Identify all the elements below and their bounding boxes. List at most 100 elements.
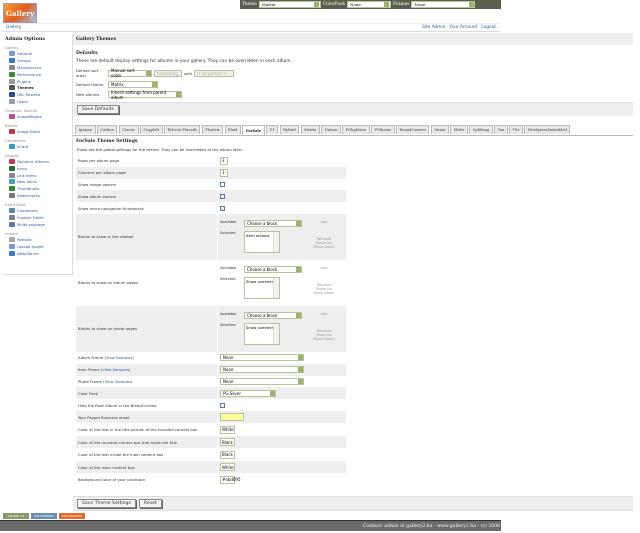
tab-tan[interactable]: Tan [494,125,508,134]
sidebar-item-dynamic-albums[interactable]: Dynamic Albums [5,158,69,165]
sidebar-item-icons[interactable]: Icons [5,165,69,172]
colorpack-select[interactable]: None [346,1,391,8]
color-pack-select[interactable]: PG Silver [220,389,276,397]
checkbox-checked[interactable]: ✓ [220,205,225,211]
sidebar-item-themes[interactable]: Themes [5,84,69,91]
tab-wordpressembedded[interactable]: WordpressEmbedded [524,125,571,134]
remove-block-link[interactable]: Remove [316,237,332,242]
selected-blocks-list[interactable]: Show comments [244,277,280,300]
gallery-badge[interactable]: GALLERY 2.2 [3,513,29,519]
frame-select[interactable]: None [220,354,304,362]
move-up-link[interactable]: Move Up [316,333,332,338]
tab-eclecticthreads[interactable]: EclecticThreads [164,125,201,134]
tab-pglightbox[interactable]: PGlightbox [342,125,370,134]
tab-g1[interactable]: G1 [265,125,279,134]
selected-blocks-list[interactable]: Show comments [244,323,280,346]
tab-pgtheme[interactable]: PGtheme [370,125,395,134]
php-badge[interactable]: PHP POWERED [31,513,57,519]
new-albums-select[interactable]: Inherit settings from parent album [108,90,182,100]
add-block-link[interactable]: Add [320,220,328,225]
view-samples-link[interactable]: View Samples [104,378,132,384]
sidebar-item-web-server[interactable]: Web/Server [5,250,69,257]
setting-text-input[interactable]: 3 [220,156,228,165]
sidebar-item-image-block[interactable]: Image Block [5,128,69,135]
choose-block-select[interactable]: Choose a block [244,220,302,228]
tab-carbon[interactable]: Carbon [96,125,118,134]
tab-forsale[interactable]: ForSale [242,125,265,135]
move-up-link[interactable]: Move Up [316,287,332,292]
tab-matrix[interactable]: Matrix [300,125,320,134]
reset-button[interactable]: Reset [138,499,162,508]
choose-block-select[interactable]: Choose a block [244,312,302,320]
tab-splitlang[interactable]: Splitlang [469,125,493,134]
checkbox-unchecked[interactable] [220,181,225,187]
tab-roundcorners[interactable]: RoundCorners [396,125,430,134]
rss-badge[interactable]: RSS VALIDATED [59,513,85,519]
frames-select[interactable]: None [411,1,476,8]
sidebar-item-url-rewrite[interactable]: URL Rewrite [5,91,69,98]
sidebar-item-users[interactable]: Users [5,98,69,105]
checkbox-checked[interactable]: ✓ [220,193,225,199]
default-theme-select[interactable]: Matrix [108,81,158,88]
sidebar-item-upload-applet[interactable]: Upload Applet [5,243,69,250]
sidebar-item-groups[interactable]: Groups [5,57,69,64]
sidebar-item-remote[interactable]: Remote [5,236,69,243]
sidebar-item-plugins[interactable]: Plugins [5,78,69,85]
sidebar-item-link-items[interactable]: Link Items [5,172,69,179]
tab-siriux[interactable]: Siriux [430,125,449,134]
selected-block-item[interactable]: Item actions [246,233,270,239]
tab-ajaxian[interactable]: Ajaxian [75,125,96,134]
sort-direction-select[interactable]: Ascending [154,69,182,77]
tab-fluid[interactable]: Fluid [224,125,241,134]
logout-link[interactable]: Logout [481,25,496,30]
sidebar-item-maintenance[interactable]: Maintenance [5,64,69,71]
selected-block-item[interactable]: Show comments [246,279,278,285]
move-down-link[interactable]: Move Down [313,245,335,250]
tab-tile[interactable]: Tile [509,125,523,134]
tab-slider[interactable]: Slider [450,125,468,134]
remove-block-link[interactable]: Remove [316,329,332,334]
sidebar-item-multilanguage[interactable]: MultiLanguage [5,221,69,228]
frame-select[interactable]: None [220,377,304,385]
site-admin-link[interactable]: Site Admin [422,25,446,30]
sidebar-item-ecard[interactable]: eCard [5,143,69,150]
move-down-link[interactable]: Move Down [313,291,335,296]
checkbox-unchecked[interactable] [220,402,225,408]
tab-nature[interactable]: Nature [321,125,342,134]
save-defaults-button[interactable]: Save Defaults [77,105,119,114]
tab-floatrix[interactable]: Floatrix [201,125,224,134]
add-block-link[interactable]: Add [320,266,328,271]
move-up-link[interactable]: Move Up [316,241,332,246]
setting-text-input[interactable]: White [220,463,235,472]
breadcrumb-gallery[interactable]: Gallery [6,25,22,30]
save-theme-settings-button[interactable]: Save Theme Settings [77,499,136,508]
selected-blocks-list[interactable]: Item actions [244,231,280,254]
sidebar-item-performance[interactable]: Performance [5,71,69,78]
sidebar-item-imagemagick[interactable]: ImageMagick [5,113,69,120]
theme-select[interactable]: Matrix [258,1,321,8]
paypal-email-input[interactable] [220,413,244,422]
choose-block-select[interactable]: Choose a block [244,266,302,274]
add-block-link[interactable]: Add [320,312,328,317]
setting-text-input[interactable]: Black [220,438,235,447]
selected-block-item[interactable]: Show comments [246,325,278,331]
setting-text-input[interactable]: White [220,425,235,434]
sidebar-item-custom-fields[interactable]: Custom Fields [5,214,69,221]
view-samples-link[interactable]: View Samples [105,355,133,361]
setting-text-input[interactable]: #ebd095 [220,475,241,484]
sidebar-item-thumbnails[interactable]: Thumbnails [5,185,69,192]
view-samples-link[interactable]: View Samples [102,367,129,373]
frame-select[interactable]: None [220,366,304,374]
tab-hybrid[interactable]: Hybrid [279,125,300,134]
gallery-logo[interactable]: Gallery [3,3,37,23]
sidebar-item-watermarks[interactable]: Watermarks [5,192,69,199]
sidebar-item-general[interactable]: General [5,50,69,57]
move-down-link[interactable]: Move Down [313,337,335,342]
tab-classic[interactable]: Classic [118,125,139,134]
sidebar-item-comments[interactable]: Comments [5,207,69,214]
setting-text-input[interactable]: Black [220,450,235,459]
your-account-link[interactable]: Your Account [449,25,478,30]
presort-select[interactable]: < no presort > [194,69,235,77]
sort-order-select[interactable]: Manual sort order [108,68,152,78]
setting-text-input[interactable]: 3 [220,168,228,177]
